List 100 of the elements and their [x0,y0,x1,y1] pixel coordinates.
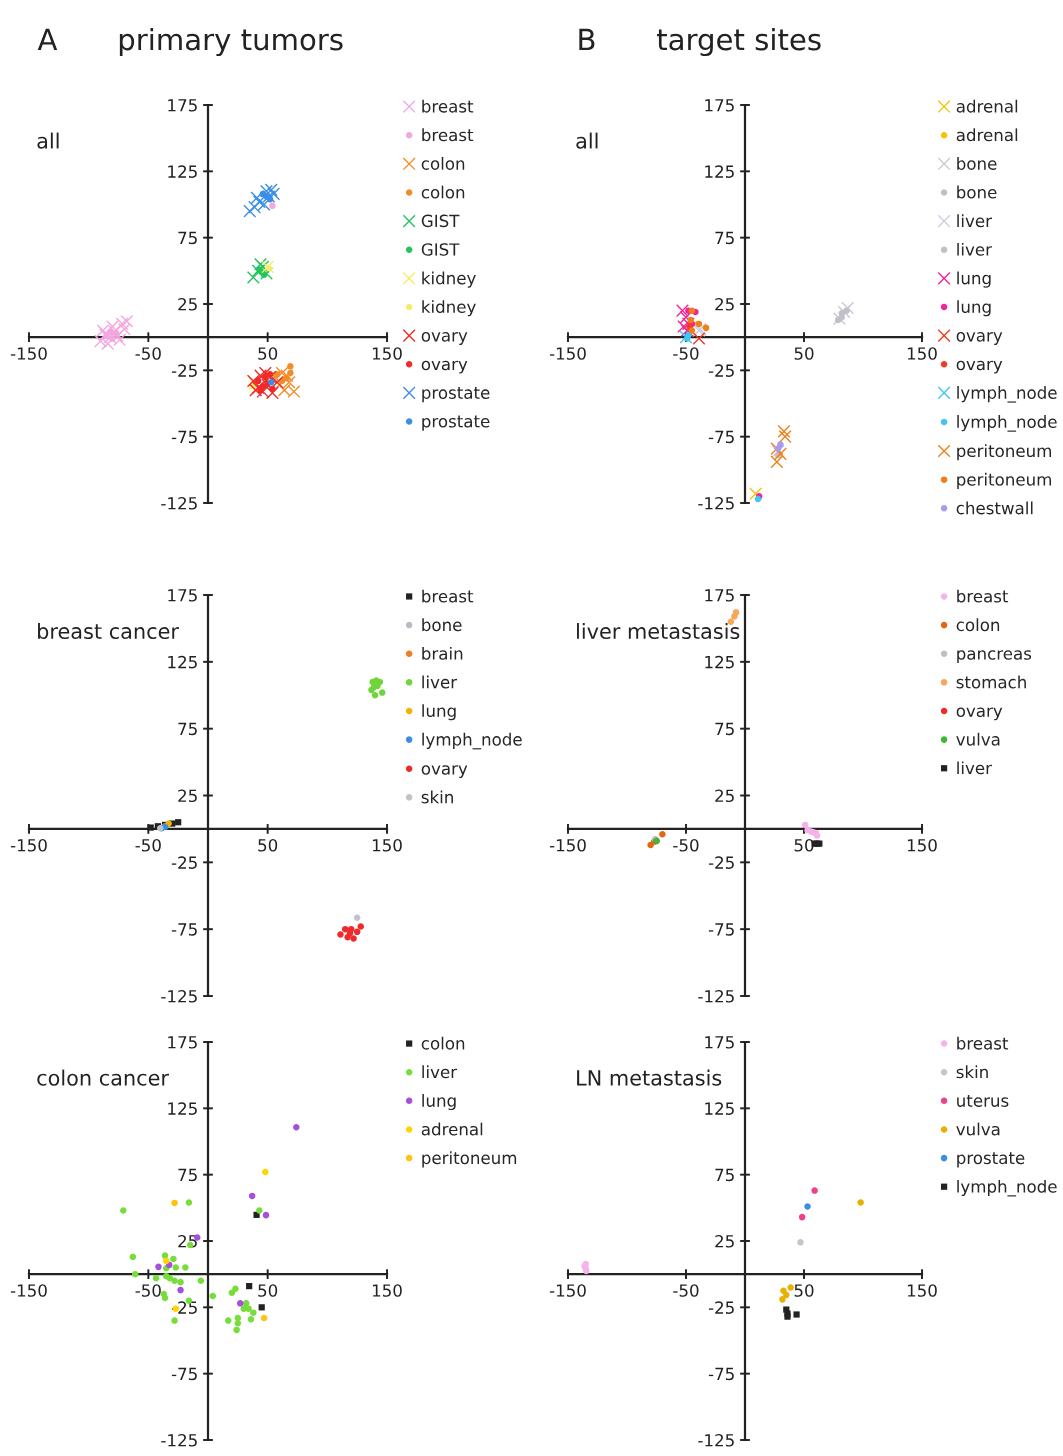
y-tick-label: 25 [715,297,734,311]
legend-label: lymph_node [957,1179,1057,1197]
legend-label: lymph_node [957,415,1057,432]
legend-label: lung [957,300,991,317]
x-tick-label: 50 [258,347,278,360]
legend-label: GIST [421,243,460,256]
legend-label: skin [421,790,453,804]
y-tick-label: -75 [171,1367,197,1381]
y-tick-label: -125 [161,989,197,1003]
text: target sites [657,27,821,57]
legend-label: liver [422,675,458,689]
legend-label: ovary [421,765,468,779]
y-tick-label: -25 [708,1301,734,1314]
y-tick-label: 175 [168,99,197,112]
legend-label: colon [421,1036,465,1050]
legend-label: chestwall [956,501,1033,515]
legend-label: breast [422,128,474,142]
legend-label: adrenal [956,99,1018,113]
text: liver metastasis [577,622,740,640]
x-tick-label: -50 [673,838,699,852]
y-tick-label: -125 [698,1433,734,1447]
legend-label: ovary [956,332,1003,345]
legend-label: breast [422,99,474,113]
y-tick-label: 25 [715,789,734,803]
legend-label: brain [422,646,463,660]
y-tick-label: -25 [171,364,197,377]
text: colon cancer [37,1069,169,1086]
y-tick-label: 175 [168,1036,197,1049]
legend-label: peritoneum [957,444,1051,461]
legend-label: colon [421,156,465,170]
legend-label: liver [957,761,992,775]
y-tick-label: 175 [705,1036,734,1049]
y-tick-label: 75 [178,231,197,245]
legend-label: lymph_node [422,732,522,750]
y-tick-label: -25 [708,856,734,869]
y-tick-label: -125 [698,496,734,510]
y-tick-label: 175 [705,589,734,602]
legend-label: ovary [421,332,468,345]
legend-label: kidney [422,271,476,288]
legend-label: lung [422,1093,456,1111]
legend-label: uterus [957,1094,1009,1107]
y-tick-label: 125 [168,655,197,669]
x-tick-label: -50 [135,347,161,360]
text: all [576,132,598,149]
legend-label: GIST [421,214,460,228]
x-tick-label: 150 [372,347,402,360]
text: B [579,28,595,51]
y-tick-label: 125 [705,655,734,669]
x-tick-label: -150 [549,838,586,852]
x-tick-label: 150 [372,1284,402,1297]
y-tick-label: 75 [178,1168,197,1182]
y-tick-label: 25 [178,789,197,803]
x-tick-label: -150 [10,838,47,852]
text: A [37,28,58,51]
legend-label: skin [956,1065,988,1079]
y-tick-label: -25 [708,364,734,377]
text: breast cancer [38,622,179,640]
y-tick-label: 75 [178,722,197,736]
y-tick-label: 25 [178,297,197,311]
legend-label: adrenal [956,128,1018,142]
y-tick-label: -75 [708,1367,734,1381]
y-tick-label: 175 [705,99,734,112]
legend-label: liver [957,242,992,256]
y-tick-label: 125 [705,165,734,178]
legend-label: breast [957,1036,1009,1050]
x-tick-label: -50 [673,1284,699,1297]
x-tick-label: 150 [907,1284,937,1297]
legend-label: prostate [957,1152,1025,1168]
x-tick-label: -150 [549,1284,586,1297]
legend-label: prostate [422,415,490,431]
y-tick-label: -75 [708,430,734,444]
legend-label: kidney [422,300,476,317]
legend-label: ovary [956,360,1003,374]
y-tick-label: -125 [161,1433,197,1447]
x-tick-label: 150 [907,347,937,360]
legend-label: vulva [956,732,1000,746]
legend-label: vulva [956,1122,1000,1136]
y-tick-label: 125 [705,1102,734,1115]
y-tick-label: -125 [698,989,734,1003]
legend-label: prostate [422,386,490,403]
legend-label: ovary [421,360,468,374]
y-tick-label: 75 [715,231,734,245]
y-tick-label: -25 [171,856,197,869]
y-tick-label: -125 [161,496,197,510]
x-tick-label: 50 [258,838,278,852]
legend-label: colon [956,618,1000,632]
legend-label: liver [422,1065,458,1079]
legend-label: bone [957,156,997,170]
text: primary tumors [119,27,343,57]
x-tick-label: -150 [549,347,586,360]
x-tick-label: -150 [10,1284,47,1297]
legend-label: bone [422,618,462,632]
y-tick-label: 175 [168,589,197,602]
legend-label: breast [957,589,1009,603]
x-tick-label: 50 [794,347,814,360]
y-tick-label: 125 [168,1102,197,1115]
y-tick-label: -75 [171,430,197,444]
x-tick-label: 150 [372,838,402,852]
text: LN metastasis [577,1069,722,1086]
legend-label: lung [422,704,456,721]
